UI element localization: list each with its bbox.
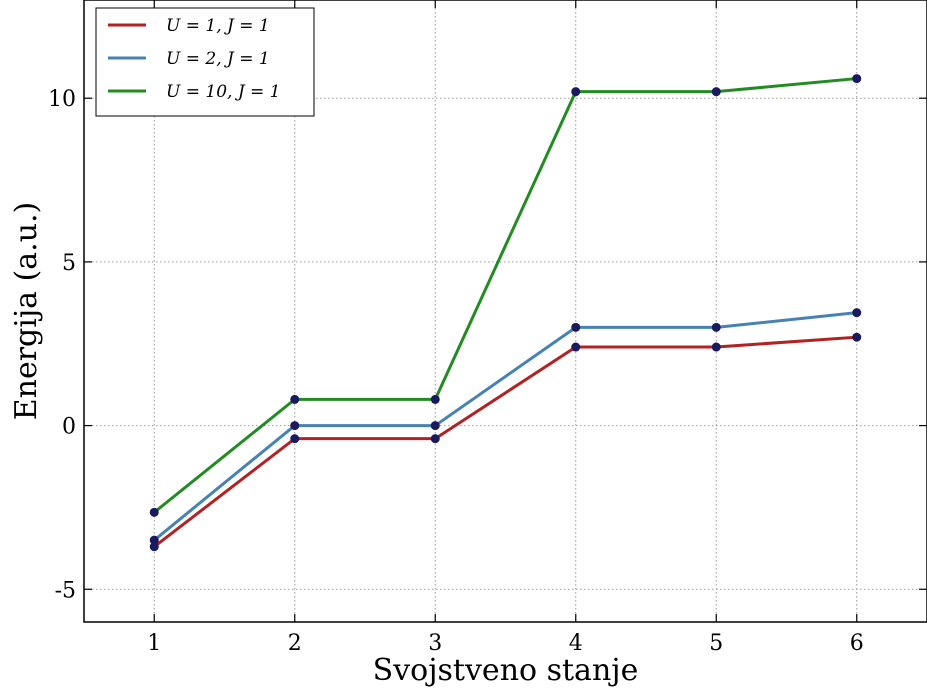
y-tick-label: 0 xyxy=(62,415,76,440)
x-tick-label: 4 xyxy=(569,631,583,656)
x-tick-label: 3 xyxy=(428,631,442,656)
data-point-s1-4 xyxy=(571,342,581,352)
y-tick-label: -5 xyxy=(55,578,76,603)
data-point-s2-5 xyxy=(711,322,721,332)
plot-frame xyxy=(83,0,927,623)
data-point-s3-5 xyxy=(711,87,721,97)
series-line-3 xyxy=(153,77,857,514)
series-layer xyxy=(149,74,862,552)
x-tick-label: 1 xyxy=(147,631,161,656)
x-tick-label: 6 xyxy=(850,631,864,656)
data-point-s1-2 xyxy=(290,434,300,444)
data-point-s2-6 xyxy=(852,308,862,318)
data-point-s3-4 xyxy=(571,87,581,97)
x-tick-label: 2 xyxy=(288,631,302,656)
data-point-s3-3 xyxy=(430,394,440,404)
ticks: 1 2 3 4 5 6 -5 0 5 10 xyxy=(48,0,927,656)
data-point-s1-1 xyxy=(149,542,159,552)
legend: U = 1, J = 1 U = 2, J = 1 U = 10, J = 1 xyxy=(95,7,315,117)
data-point-s3-2 xyxy=(290,394,300,404)
legend-label-1: U = 1, J = 1 xyxy=(166,16,270,36)
data-point-s2-2 xyxy=(290,421,300,431)
y-axis-title: Energija (a.u.) xyxy=(9,202,44,421)
data-point-s1-6 xyxy=(852,332,862,342)
data-point-s1-3 xyxy=(430,434,440,444)
y-tick-label: 10 xyxy=(48,87,76,112)
legend-label-3: U = 10, J = 1 xyxy=(166,82,281,102)
x-axis-title: Svojstveno stanje xyxy=(373,653,639,688)
legend-label-2: U = 2, J = 1 xyxy=(166,49,270,69)
data-point-s1-5 xyxy=(711,342,721,352)
data-point-s2-4 xyxy=(571,322,581,332)
x-tick-label: 5 xyxy=(709,631,723,656)
data-point-s2-1 xyxy=(149,535,159,545)
series-line-1 xyxy=(153,335,857,548)
data-point-s2-3 xyxy=(430,421,440,431)
series-line-2 xyxy=(153,311,857,542)
data-point-s3-1 xyxy=(149,507,159,517)
y-tick-label: 5 xyxy=(62,251,76,276)
data-point-s3-6 xyxy=(852,74,862,84)
